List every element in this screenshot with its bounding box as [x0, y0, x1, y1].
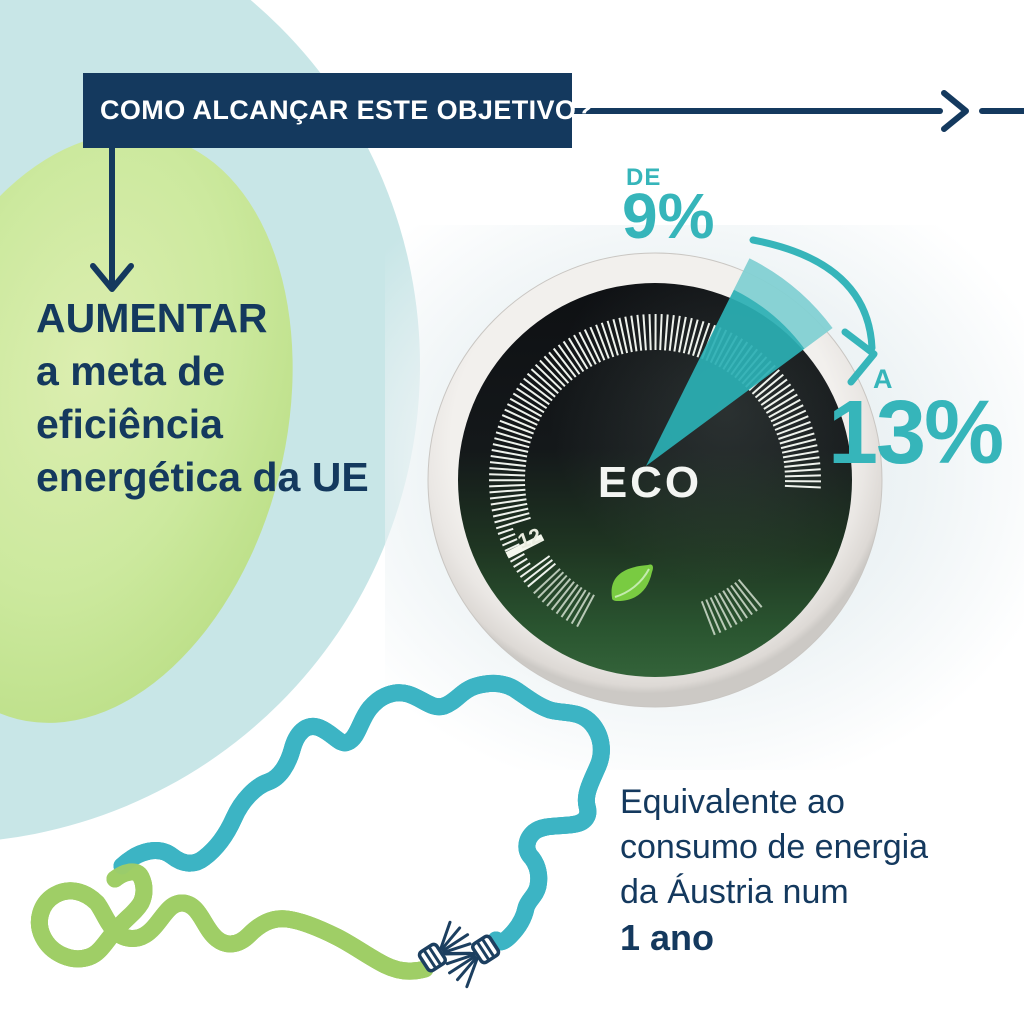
headline-line-2: a meta de — [36, 348, 226, 394]
stat-from-value: 9% — [622, 180, 715, 252]
thermostat-mode-label: ECO — [598, 458, 702, 507]
equivalence-caption: Equivalente ao consumo de energia da Áus… — [620, 780, 928, 960]
curved-arrow-icon — [749, 236, 878, 386]
leaf-icon — [611, 564, 653, 601]
header-banner: COMO ALCANÇAR ESTE OBJETIVO? — [83, 73, 593, 148]
headline-line-4: energética da UE — [36, 454, 369, 500]
austria-cable-map — [39, 683, 601, 989]
down-arrow-icon — [90, 145, 134, 292]
increase-headline: AUMENTAR a meta de eficiência energética… — [36, 292, 369, 504]
stat-to-value: 13% — [828, 383, 1004, 483]
headline-line-3: eficiência — [36, 401, 223, 447]
equivalence-duration: 1 ano — [620, 917, 715, 958]
equivalence-line-2: consumo de energia — [620, 828, 929, 866]
header-title: COMO ALCANÇAR ESTE OBJETIVO? — [100, 95, 594, 125]
equivalence-line-3: da Áustria num — [620, 873, 849, 911]
increase-wedge — [646, 258, 833, 466]
equivalence-line-1: Equivalente ao — [620, 783, 845, 821]
frayed-cable-end-east — [444, 934, 501, 989]
stat-to-label: A — [873, 364, 893, 394]
stat-from-label: DE — [626, 164, 662, 191]
current-temp-tick — [505, 534, 545, 559]
headline-line-1: AUMENTAR — [36, 295, 268, 341]
right-arrow-icon — [569, 90, 1024, 132]
thermostat-tick-ring — [488, 313, 822, 636]
